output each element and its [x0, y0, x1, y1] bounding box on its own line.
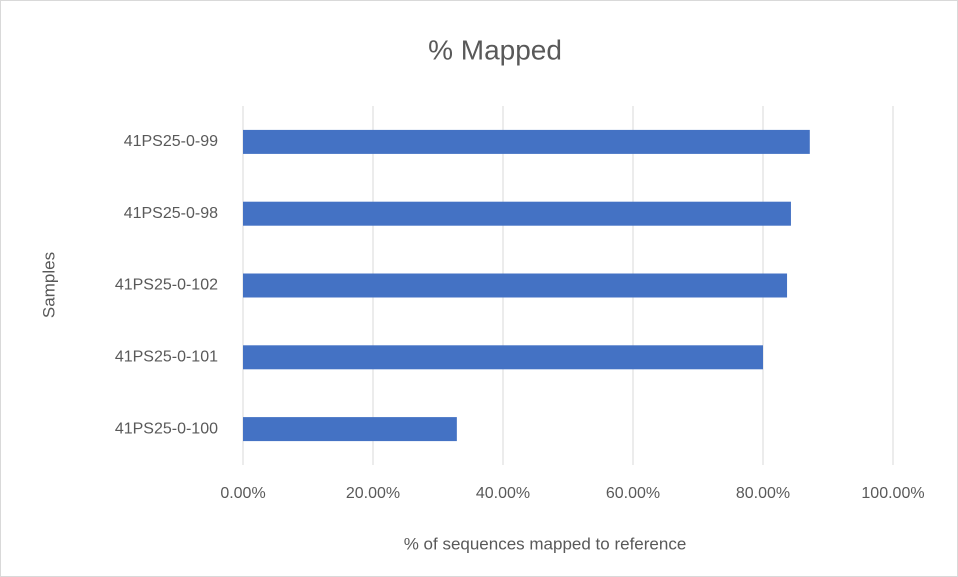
bar	[243, 417, 457, 442]
x-tick-label: 0.00%	[220, 485, 265, 502]
y-axis-title: Samples	[39, 252, 58, 318]
y-tick-label: 41PS25-0-99	[124, 133, 218, 150]
x-tick-label: 100.00%	[861, 485, 924, 502]
y-tick-label: 41PS25-0-100	[115, 420, 218, 437]
y-tick-label: 41PS25-0-101	[115, 349, 218, 366]
y-tick-label: 41PS25-0-102	[115, 277, 218, 294]
x-tick-label: 40.00%	[476, 485, 530, 502]
x-tick-label: 60.00%	[606, 485, 660, 502]
x-tick-label: 80.00%	[736, 485, 790, 502]
bar	[243, 129, 810, 154]
chart-title: % Mapped	[428, 34, 562, 65]
bar	[243, 345, 763, 370]
x-tick-label: 20.00%	[346, 485, 400, 502]
y-tick-label: 41PS25-0-98	[124, 205, 218, 222]
x-axis-title: % of sequences mapped to reference	[404, 534, 687, 553]
bar	[243, 273, 788, 298]
bar	[243, 201, 791, 226]
